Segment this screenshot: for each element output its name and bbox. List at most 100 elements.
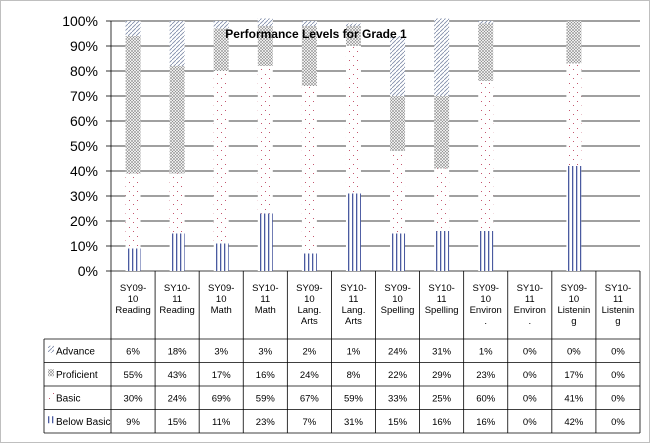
bar-segment-advance [213, 21, 229, 29]
y-tick-label: 30% [70, 188, 98, 204]
data-label: 0% [611, 346, 625, 357]
legend-label: Proficient [56, 370, 98, 381]
bar-segment-below-basic [434, 231, 450, 271]
data-label: 0% [523, 370, 537, 381]
category-label: 11 [260, 294, 270, 305]
category-label: SY10- [252, 283, 278, 294]
bar-segment-proficient [257, 26, 273, 66]
y-tick-label: 70% [70, 88, 98, 104]
data-label: 16% [476, 417, 496, 428]
bar-segment-basic [125, 173, 141, 249]
data-label: 6% [126, 346, 140, 357]
category-label: SY10- [428, 283, 454, 294]
data-label: 41% [564, 393, 584, 404]
bar-segment-proficient [301, 26, 317, 86]
category-label: Listenin [558, 305, 591, 316]
data-label: 29% [432, 370, 452, 381]
y-tick-label: 60% [70, 113, 98, 129]
bar-segment-proficient [478, 23, 494, 81]
data-label: 0% [611, 417, 625, 428]
category-label: g [615, 316, 620, 327]
data-label: 11% [212, 417, 231, 428]
category-label: g [571, 316, 576, 327]
y-tick-label: 10% [70, 238, 98, 254]
bar-segment-proficient [434, 96, 450, 169]
data-label: 17% [564, 370, 584, 381]
category-label: SY09- [208, 283, 234, 294]
category-label: 10 [216, 294, 227, 305]
data-label: 42% [564, 417, 584, 428]
bar-segment-advance [169, 21, 185, 66]
category-label: Spelling [381, 305, 415, 316]
data-label: 24% [388, 346, 408, 357]
category-label: SY09- [473, 283, 499, 294]
data-label: 16% [432, 417, 452, 428]
data-label: 3% [258, 346, 272, 357]
category-label: SY09- [296, 283, 322, 294]
category-label: SY10- [605, 283, 631, 294]
bar-segment-basic [257, 66, 273, 214]
data-label: 24% [168, 393, 188, 404]
category-label: 10 [392, 294, 403, 305]
bar-segment-below-basic [169, 233, 185, 271]
legend-key-below-basic [48, 416, 54, 424]
data-label: 9% [126, 417, 140, 428]
y-axis-ticks: 100% 90% 80% 70% 60% 50% 40% 30% 20% 10% 0% [62, 13, 98, 279]
legend-label: Below Basic [56, 417, 110, 428]
data-label: 33% [388, 393, 408, 404]
y-tick-label: 20% [70, 213, 98, 229]
bar-segment-proficient [345, 26, 361, 46]
bar-segment-basic [301, 86, 317, 254]
category-label: Environ [514, 305, 546, 316]
category-label: Reading [115, 305, 150, 316]
data-label: 0% [611, 370, 625, 381]
data-label: 2% [303, 346, 317, 357]
bar-segment-below-basic [566, 166, 582, 271]
category-label: 11 [172, 294, 182, 305]
category-label: Lang. [297, 305, 321, 316]
category-label: SY10- [340, 283, 366, 294]
bar-segment-basic [169, 173, 185, 234]
data-label: 23% [256, 417, 276, 428]
data-label: 0% [523, 346, 537, 357]
category-label: . [484, 316, 487, 327]
data-label: 59% [344, 393, 364, 404]
data-label: 59% [256, 393, 276, 404]
data-label: 18% [168, 346, 188, 357]
category-label: SY09- [561, 283, 587, 294]
bar-segment-advance [390, 36, 406, 96]
data-label: 3% [214, 346, 228, 357]
category-label: 11 [613, 294, 623, 305]
category-label: 10 [304, 294, 315, 305]
data-label: 55% [124, 370, 144, 381]
data-label: 15% [388, 417, 408, 428]
bar-segment-below-basic [125, 248, 141, 271]
category-label: Lang. [342, 305, 366, 316]
data-label: 31% [432, 346, 452, 357]
data-label: 31% [344, 417, 364, 428]
data-label: 30% [124, 393, 144, 404]
bar-segment-below-basic [301, 253, 317, 271]
bar-segment-proficient [566, 21, 582, 64]
bar-segment-advance [478, 21, 494, 24]
category-label: Math [211, 305, 232, 316]
bar-segment-proficient [125, 36, 141, 174]
y-tick-label: 50% [70, 138, 98, 154]
legend-key-proficient [48, 369, 54, 377]
bar-segment-advance [125, 21, 141, 36]
category-label: Listenin [602, 305, 635, 316]
bar-segment-basic [213, 71, 229, 244]
y-tick-label: 100% [62, 13, 98, 29]
data-label: 22% [388, 370, 408, 381]
data-label: 69% [212, 393, 232, 404]
data-label: 16% [256, 370, 276, 381]
bar-segment-below-basic [257, 213, 273, 271]
data-label: 67% [300, 393, 320, 404]
bar-segment-proficient [213, 28, 229, 71]
category-label: SY09- [384, 283, 410, 294]
data-label: 0% [567, 346, 581, 357]
chart-title: Performance Levels for Grade 1 [225, 27, 407, 41]
legend-label: Advance [56, 346, 95, 357]
data-table: SY09-10ReadingSY10-11ReadingSY09-10MathS… [43, 271, 641, 434]
